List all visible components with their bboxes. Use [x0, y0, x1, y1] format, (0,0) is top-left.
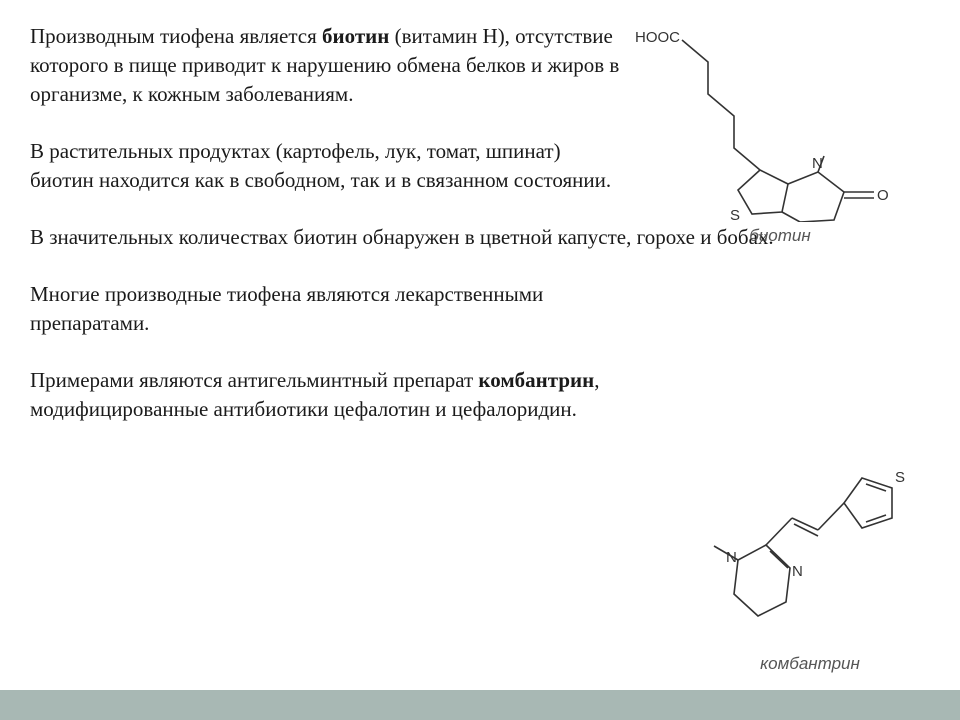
- comb-cn-db: [770, 551, 788, 568]
- biotin-thiolane: [738, 170, 788, 214]
- paragraph-1: Производным тиофена является биотин (вит…: [30, 22, 620, 109]
- biotin-o: O: [877, 187, 889, 204]
- bottom-bar: [0, 690, 960, 720]
- hooc-label: HOOC: [635, 29, 680, 46]
- combantrin-structure: S N N: [700, 460, 920, 650]
- biotin-fuse: [782, 212, 800, 222]
- biotin-caption: биотин: [630, 226, 930, 246]
- comb-link3: [766, 518, 792, 545]
- p5-bold: комбантрин: [478, 368, 594, 392]
- figure-combantrin: S N N комбантрин: [690, 460, 930, 674]
- comb-pyrimidine: [734, 545, 790, 616]
- paragraph-5: Примерами являются антигельминтный препа…: [30, 366, 620, 424]
- comb-link2b: [794, 524, 818, 536]
- biotin-s: S: [730, 207, 740, 222]
- paragraph-2: В растительных продуктах (картофель, лук…: [30, 137, 620, 195]
- comb-link1: [818, 503, 844, 530]
- comb-link2a: [792, 518, 818, 530]
- paragraph-4: Многие производные тиофена являются лека…: [30, 280, 620, 338]
- biotin-chain: [682, 40, 760, 170]
- biotin-n2: N: [829, 220, 838, 222]
- comb-n1: N: [792, 563, 803, 580]
- slide: Производным тиофена является биотин (вит…: [0, 0, 960, 720]
- p1-bold: биотин: [322, 24, 389, 48]
- biotin-structure: HOOC S N N O: [630, 22, 930, 222]
- figure-biotin: HOOC S N N O биотин: [630, 22, 930, 246]
- p1-pre: Производным тиофена является: [30, 24, 322, 48]
- p5-pre: Примерами являются антигельминтный препа…: [30, 368, 478, 392]
- combantrin-caption: комбантрин: [690, 654, 930, 674]
- biotin-ureido: [788, 172, 844, 222]
- comb-s: S: [895, 469, 905, 486]
